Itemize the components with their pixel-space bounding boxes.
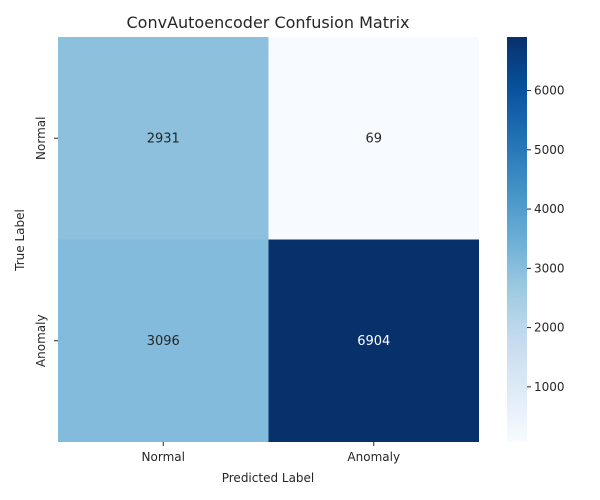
x-tick-label: Anomaly bbox=[347, 450, 400, 464]
heatmap-cell-labels: 2931 69 3096 6904 bbox=[147, 131, 391, 349]
colorbar bbox=[507, 37, 527, 442]
cell-value-label: 6904 bbox=[357, 334, 390, 349]
y-axis-label: True Label bbox=[13, 209, 27, 272]
x-tick-label: Normal bbox=[142, 450, 185, 464]
chart-title: ConvAutoencoder Confusion Matrix bbox=[127, 13, 410, 32]
y-tick-label: Normal bbox=[34, 117, 48, 160]
cell-value-label: 3096 bbox=[147, 334, 180, 349]
cell-value-label: 69 bbox=[365, 131, 382, 146]
colorbar-tick-label: 2000 bbox=[534, 321, 565, 335]
x-axis-ticks: Normal Anomaly bbox=[142, 442, 400, 464]
colorbar-tick-label: 5000 bbox=[534, 143, 565, 157]
heatmap-cell bbox=[268, 239, 479, 442]
y-axis-ticks: Normal Anomaly bbox=[34, 117, 58, 367]
y-tick-label: Anomaly bbox=[34, 314, 48, 367]
heatmap-cell bbox=[58, 239, 269, 442]
colorbar-tick-label: 6000 bbox=[534, 84, 565, 98]
x-axis-label: Predicted Label bbox=[222, 471, 315, 485]
heatmap-cell bbox=[58, 37, 269, 240]
colorbar-ticks: 1000 2000 3000 4000 5000 6000 bbox=[527, 84, 565, 394]
heatmap-cells bbox=[58, 37, 479, 442]
colorbar-tick-label: 3000 bbox=[534, 261, 565, 275]
heatmap-cell bbox=[268, 37, 479, 240]
cell-value-label: 2931 bbox=[147, 131, 180, 146]
colorbar-tick-label: 4000 bbox=[534, 202, 565, 216]
colorbar-tick-label: 1000 bbox=[534, 380, 565, 394]
